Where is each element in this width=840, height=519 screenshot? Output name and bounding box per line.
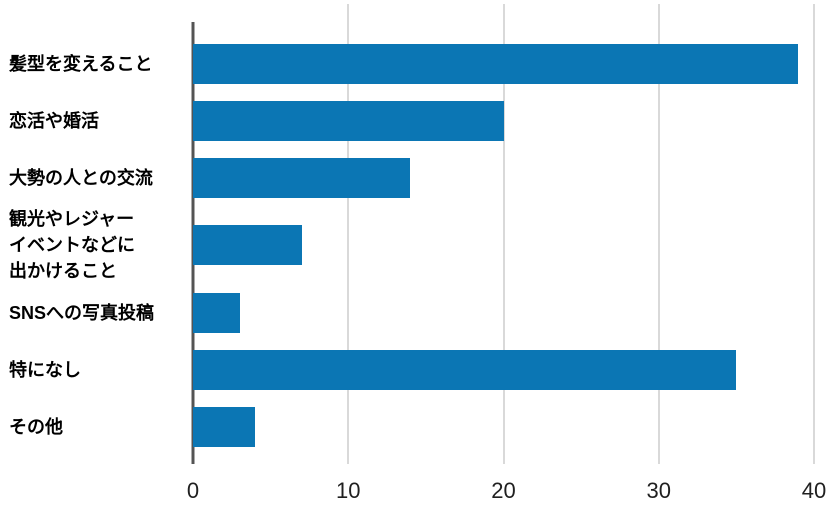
bar-track — [193, 100, 814, 141]
bar — [193, 43, 799, 84]
chart-row: 大勢の人との交流 — [0, 149, 814, 206]
vertical-gridline — [347, 4, 350, 464]
x-tick-label: 10 — [336, 478, 361, 503]
vertical-gridline — [502, 4, 505, 464]
chart-row: SNSへの写真投稿 — [0, 284, 814, 341]
chart-row: 髪型を変えること — [0, 35, 814, 92]
bar — [193, 225, 302, 265]
chart-row: 恋活や婚活 — [0, 92, 814, 149]
chart-row: 特になし — [0, 341, 814, 398]
chart-row: 観光やレジャー イベントなどに 出かけること — [0, 206, 814, 284]
x-tick-label: 40 — [801, 478, 827, 503]
category-label: 恋活や婚活 — [9, 110, 99, 131]
bar-track — [193, 157, 814, 198]
bar-track — [193, 292, 814, 333]
x-tick-label: 20 — [491, 478, 516, 503]
category-label: 観光やレジャー イベントなどに 出かけること — [9, 209, 135, 281]
bar — [193, 157, 411, 198]
category-label: 大勢の人との交流 — [9, 167, 153, 188]
bar-track — [193, 406, 814, 447]
bar — [193, 292, 240, 333]
bar-rows: 髪型を変えること 恋活や婚活大勢の人との交流観光やレジャー イベントなどに 出かけ… — [0, 35, 814, 455]
vertical-gridline — [657, 4, 660, 464]
bar-track — [193, 225, 814, 265]
chart-row: その他 — [0, 398, 814, 455]
x-tick-label: 30 — [646, 478, 671, 503]
category-label: 特になし — [9, 359, 81, 380]
x-tick-label: 0 — [186, 478, 200, 503]
bar — [193, 406, 256, 447]
category-label: 髪型を変えること — [9, 53, 153, 74]
bar-track — [193, 349, 814, 390]
bar — [193, 100, 504, 141]
x-axis-tick-labels: 0 10 20 30 40 — [187, 478, 826, 508]
vertical-gridline — [813, 4, 815, 464]
bar-track — [193, 43, 814, 84]
category-label: その他 — [9, 416, 63, 437]
bar — [193, 349, 737, 390]
category-label: SNSへの写真投稿 — [9, 302, 155, 323]
